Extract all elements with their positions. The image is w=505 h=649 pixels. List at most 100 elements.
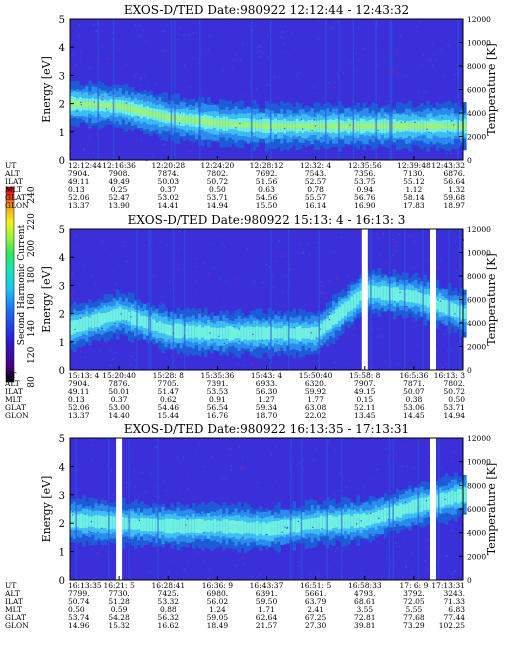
spectrogram-noise [283, 43, 286, 45]
spectrogram-noise [87, 145, 89, 147]
spectrogram-noise [71, 272, 73, 274]
spectrogram-band-cell [307, 123, 312, 129]
y-axis-label: Energy [eV] [40, 266, 53, 333]
spectrogram-noise [412, 570, 414, 572]
spectrogram-band-cell [277, 123, 281, 130]
y-tick-label: 4 [59, 43, 65, 54]
spectrogram-noise [317, 113, 319, 115]
spectrogram-noise [400, 35, 402, 37]
orbit-value: 53.71 [444, 403, 465, 412]
orbit-value: 18.70 [256, 411, 278, 420]
y-tick-label: 3 [59, 491, 65, 502]
spectrogram-band-cell [368, 512, 373, 526]
spectrogram-band-cell [371, 512, 376, 524]
spectrogram-noise [118, 125, 120, 128]
spectrogram-band-cell [280, 123, 284, 129]
spectrogram-noise [135, 279, 137, 281]
spectrogram-noise [439, 258, 441, 260]
spectrogram-noise [80, 104, 82, 106]
spectrogram-band-cell [295, 327, 299, 340]
spectrogram-band-cell [292, 518, 296, 534]
spectrogram-band-cell [356, 513, 360, 528]
spectrogram-noise [427, 568, 429, 571]
spectrogram-noise [337, 489, 339, 492]
spectrogram-band-cell [188, 325, 193, 338]
spectrogram-noise [222, 69, 224, 71]
spectrogram-noise [220, 235, 222, 237]
spectrogram-band-cell [271, 123, 275, 129]
spectrogram-noise [92, 578, 94, 580]
spectrogram-noise [451, 460, 453, 462]
spectrogram-noise [444, 498, 446, 500]
spectrogram-band-cell [304, 328, 309, 339]
spectrogram-noise [246, 247, 248, 249]
spectrogram-noise [266, 263, 268, 266]
spectrogram-noise [420, 20, 422, 22]
spectrogram-band-cell [438, 493, 443, 508]
spectrogram-band-cell [237, 520, 242, 534]
spectrogram-noise [276, 303, 278, 305]
spectrogram-noise [446, 555, 448, 557]
y2-tick-label: 10000 [467, 249, 491, 258]
spectrogram-noise [194, 449, 196, 451]
spectrogram-noise [70, 572, 72, 575]
spectrogram-noise [302, 102, 304, 105]
spectrogram-noise [189, 150, 191, 152]
spectrogram-noise [83, 538, 85, 540]
spectrogram-band-cell [292, 123, 296, 129]
spectrogram-noise [321, 341, 323, 343]
orbit-value: 0.37 [111, 395, 128, 404]
spectrogram-noise [320, 292, 322, 294]
spectrogram-noise [126, 260, 129, 263]
spectrogram-streak [112, 19, 115, 160]
orbit-value: 55.12 [403, 177, 425, 186]
orbit-row-label: ALT [4, 589, 20, 598]
spectrogram-band-cell [258, 123, 263, 129]
spectrogram-noise [386, 557, 388, 559]
spectrogram-noise [395, 250, 397, 252]
spectrogram-noise [109, 349, 111, 352]
spectrogram-noise [271, 542, 273, 544]
orbit-value: 0.62 [160, 395, 177, 404]
spectrogram-band-cell [341, 123, 345, 129]
spectrogram-band-cell [243, 327, 248, 340]
spectrogram-noise [84, 513, 86, 515]
spectrogram-band-cell [91, 516, 95, 527]
spectrogram-noise [394, 301, 396, 303]
orbit-value: 56.54 [207, 403, 229, 412]
spectrogram-band-cell [234, 521, 239, 533]
spectrogram-band-cell [414, 123, 418, 129]
spectrogram-band-cell [124, 309, 129, 322]
y2-tick-label: 8000 [467, 272, 486, 281]
spectrogram-noise [74, 328, 76, 330]
spectrogram-noise [447, 555, 449, 557]
spectrogram-band-cell [103, 313, 108, 324]
spectrogram-noise [425, 546, 427, 548]
spectrogram-noise [300, 341, 302, 344]
spectrogram-noise [203, 532, 205, 534]
spectrogram-band-cell [225, 326, 229, 341]
spectrogram-streak [300, 438, 303, 580]
spectrogram-noise [268, 83, 270, 85]
spectrogram-noise [99, 295, 101, 297]
spectrogram-band-cell [88, 102, 92, 108]
orbit-value: 7908. [108, 169, 129, 178]
spectrogram-noise [349, 124, 351, 126]
spectrogram-band-cell [271, 521, 275, 536]
spectrogram-noise [333, 34, 335, 36]
orbit-value: 59.68 [444, 193, 466, 202]
spectrogram-band-cell [140, 315, 144, 326]
y-tick-label: 1 [59, 128, 65, 139]
spectrogram-noise [361, 572, 363, 574]
spectrogram-band-cell [73, 320, 77, 334]
spectrogram-noise [314, 125, 316, 127]
orbit-value: 16:36: 9 [202, 581, 234, 590]
spectrogram-noise [347, 275, 349, 277]
spectrogram-noise [102, 95, 104, 97]
spectrogram-noise [252, 363, 254, 365]
orbit-value: 7425. [158, 589, 179, 598]
spectrogram-band-cell [301, 328, 306, 339]
spectrogram-noise [131, 356, 133, 358]
spectrogram-noise [230, 448, 232, 450]
spectrogram-noise [161, 30, 163, 32]
